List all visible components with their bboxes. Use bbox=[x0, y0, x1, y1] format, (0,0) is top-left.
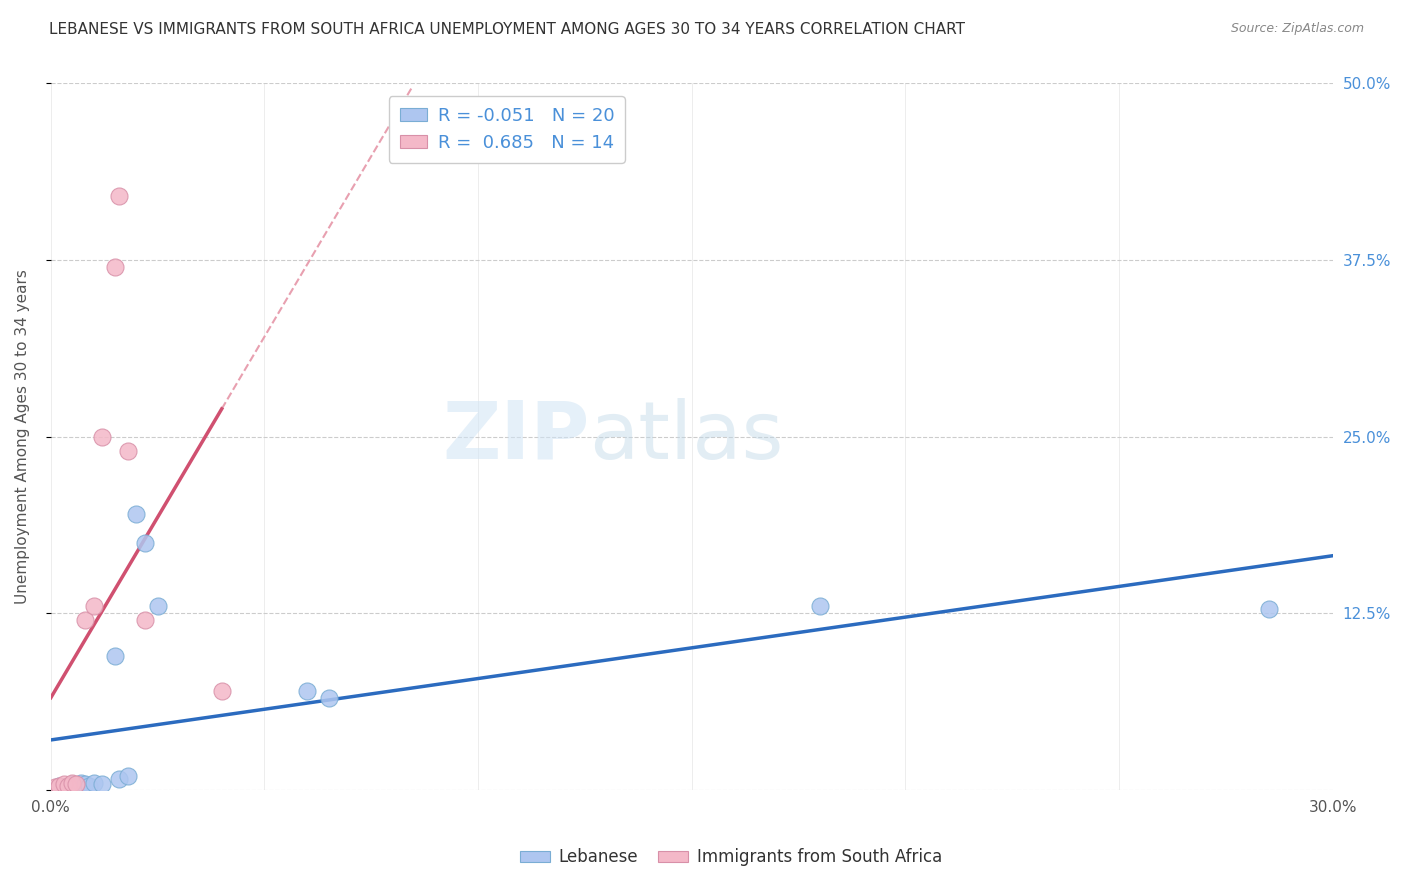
Point bbox=[73, 777, 96, 791]
Point bbox=[44, 780, 66, 794]
Point bbox=[211, 684, 233, 698]
Point bbox=[104, 260, 127, 274]
Y-axis label: Unemployment Among Ages 30 to 34 years: Unemployment Among Ages 30 to 34 years bbox=[15, 269, 30, 604]
Point bbox=[52, 780, 75, 794]
Point bbox=[134, 613, 156, 627]
Point bbox=[60, 776, 83, 790]
Point bbox=[73, 613, 96, 627]
Legend: Lebanese, Immigrants from South Africa: Lebanese, Immigrants from South Africa bbox=[513, 842, 949, 873]
Point bbox=[318, 691, 340, 706]
Point bbox=[56, 779, 79, 793]
Legend: R = -0.051   N = 20, R =  0.685   N = 14: R = -0.051 N = 20, R = 0.685 N = 14 bbox=[389, 96, 626, 162]
Point bbox=[117, 769, 139, 783]
Point bbox=[79, 779, 101, 793]
Point bbox=[134, 535, 156, 549]
Point bbox=[83, 776, 105, 790]
Point bbox=[125, 508, 148, 522]
Text: atlas: atlas bbox=[589, 398, 783, 475]
Point bbox=[65, 777, 87, 791]
Point bbox=[52, 777, 75, 791]
Point bbox=[108, 189, 131, 203]
Point bbox=[91, 430, 114, 444]
Text: Source: ZipAtlas.com: Source: ZipAtlas.com bbox=[1230, 22, 1364, 36]
Point bbox=[808, 599, 831, 614]
Text: ZIP: ZIP bbox=[441, 398, 589, 475]
Text: LEBANESE VS IMMIGRANTS FROM SOUTH AFRICA UNEMPLOYMENT AMONG AGES 30 TO 34 YEARS : LEBANESE VS IMMIGRANTS FROM SOUTH AFRICA… bbox=[49, 22, 965, 37]
Point bbox=[83, 599, 105, 614]
Point bbox=[1257, 602, 1279, 616]
Point bbox=[60, 777, 83, 791]
Point bbox=[48, 779, 70, 793]
Point bbox=[48, 779, 70, 793]
Point bbox=[91, 777, 114, 791]
Point bbox=[69, 776, 91, 790]
Point bbox=[297, 684, 319, 698]
Point bbox=[65, 779, 87, 793]
Point bbox=[104, 648, 127, 663]
Point bbox=[146, 599, 169, 614]
Point bbox=[56, 779, 79, 793]
Point bbox=[108, 772, 131, 786]
Point bbox=[117, 443, 139, 458]
